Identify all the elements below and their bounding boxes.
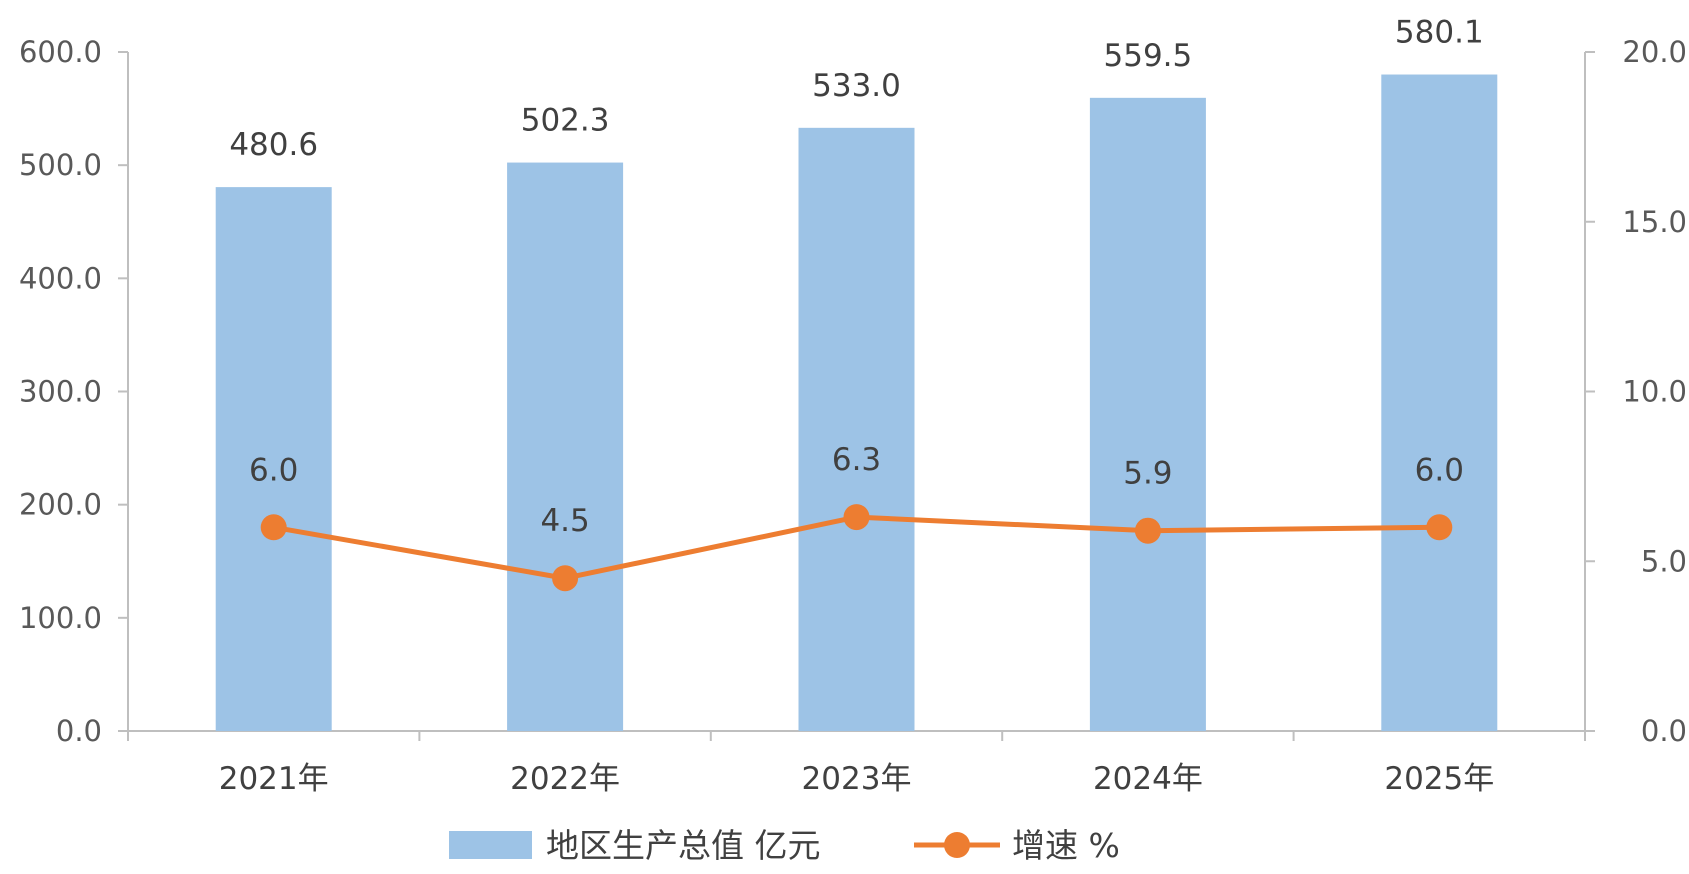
y-left-tick-label: 200.0 (19, 488, 102, 522)
y-left-tick-label: 600.0 (19, 35, 102, 69)
growth-point (1426, 514, 1453, 541)
y-right-tick-label: 10.0 (1622, 375, 1687, 409)
y-left-tick-label: 100.0 (19, 601, 102, 635)
growth-value-label: 6.3 (832, 442, 881, 478)
y-left-tick-label: 300.0 (19, 375, 102, 409)
legend-bar-swatch (449, 831, 532, 859)
legend-line-marker (944, 832, 970, 858)
legend-line-label: 增速 % (1012, 826, 1120, 865)
data-labels: 480.6 502.3 533.0 559.5 580.1 6.0 4.5 6.3 5.9 6.0 (229, 15, 1483, 540)
bar (507, 162, 624, 731)
bar-value-label: 480.6 (229, 127, 318, 163)
growth-point (260, 514, 287, 541)
bar-value-label: 580.1 (1395, 15, 1484, 51)
y-left-tick-label: 500.0 (19, 148, 102, 182)
x-tick-label: 2023年 (802, 761, 912, 797)
legend-bar-label: 地区生产总值 亿元 (546, 826, 821, 865)
x-tick-label: 2022年 (510, 761, 620, 797)
y-right-tick-label: 5.0 (1641, 544, 1687, 578)
growth-point (843, 504, 870, 531)
x-tick-label: 2021年 (219, 761, 329, 797)
growth-point (1134, 517, 1161, 544)
growth-value-label: 5.9 (1123, 456, 1172, 492)
axes: 0.0 100.0 200.0 300.0 400.0 500.0 600.0 0.0 5.0 1… (19, 35, 1687, 797)
bar (798, 127, 915, 732)
y-right-tick-label: 0.0 (1641, 714, 1687, 748)
growth-value-label: 4.5 (540, 503, 589, 539)
x-tick-label: 2025年 (1384, 761, 1494, 797)
y-left-tick-label: 400.0 (19, 261, 102, 295)
growth-value-label: 6.0 (249, 452, 298, 488)
bar (1381, 74, 1498, 732)
legend: 地区生产总值 亿元 增速 % (449, 826, 1120, 865)
bar-series (215, 74, 1498, 732)
x-tick-label: 2024年 (1093, 761, 1203, 797)
bar (215, 187, 332, 732)
bar-value-label: 502.3 (521, 103, 610, 139)
y-left-tick-label: 0.0 (56, 714, 102, 748)
growth-point (552, 565, 579, 592)
bar-value-label: 559.5 (1104, 38, 1193, 74)
y-right-tick-label: 15.0 (1622, 205, 1687, 239)
line-series (260, 504, 1453, 592)
bar-value-label: 533.0 (812, 68, 901, 104)
bar (1089, 97, 1206, 731)
growth-value-label: 6.0 (1415, 452, 1464, 488)
y-right-tick-label: 20.0 (1622, 35, 1687, 69)
